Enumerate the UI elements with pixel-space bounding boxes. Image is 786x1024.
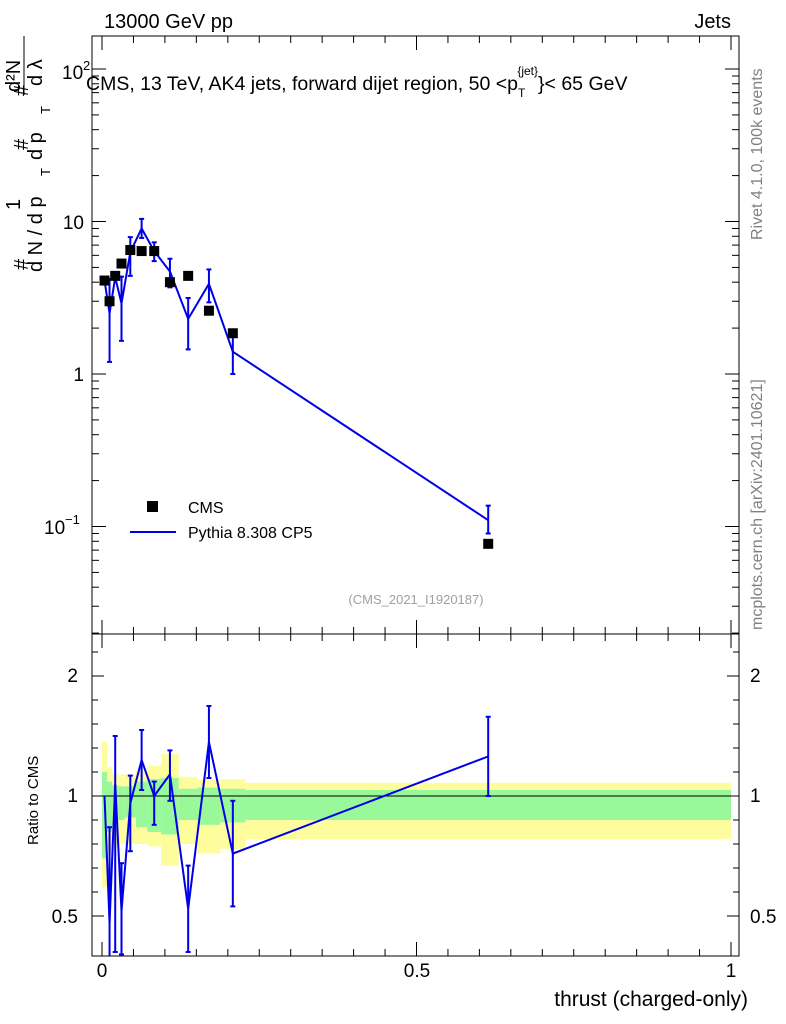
ylabel-dlambda: d λ bbox=[25, 59, 47, 86]
mc-line bbox=[103, 226, 489, 522]
ylabel-frac-2: d p bbox=[25, 132, 47, 160]
svg-text:2: 2 bbox=[83, 58, 90, 73]
data-point-9 bbox=[203, 305, 214, 316]
analysis-watermark: (CMS_2021_I1920187) bbox=[348, 592, 483, 607]
x-tick-label-0: 0 bbox=[97, 961, 108, 982]
ratio-tick-label-1-right: 1 bbox=[750, 786, 761, 807]
header-right: Jets bbox=[694, 11, 731, 33]
svg-text:CMS, 13 TeV, AK4 jets, forward: CMS, 13 TeV, AK4 jets, forward dijet reg… bbox=[86, 64, 627, 100]
ylabel-hash-3: # bbox=[11, 84, 33, 96]
svg-text:−1: −1 bbox=[65, 512, 80, 527]
ratio-tick-label-2-right: 2 bbox=[750, 666, 761, 687]
ylabel-frac-1: d N / d p bbox=[25, 196, 47, 272]
title-sup: {jet} bbox=[517, 64, 538, 78]
band-inner-3 bbox=[118, 786, 125, 820]
data-series bbox=[99, 245, 494, 549]
y-tick-label-1e2: 10 2 bbox=[62, 58, 90, 84]
ratio-panel-frame bbox=[91, 633, 740, 957]
uncertainty-bands bbox=[102, 742, 732, 888]
x-axis-label: thrust (charged-only) bbox=[554, 988, 748, 1011]
data-point-3 bbox=[116, 258, 127, 269]
main-axis bbox=[92, 36, 739, 956]
ylabel-d2n: d²N bbox=[3, 60, 25, 92]
y-axis-label: # 1 d N / d p T # d p T # d λ d²N bbox=[3, 59, 53, 272]
data-point-1 bbox=[104, 296, 115, 307]
header-left: 13000 GeV pp bbox=[104, 11, 233, 33]
band-inner-8 bbox=[178, 788, 198, 820]
y-tick-label-1e-1: 10 −1 bbox=[44, 512, 80, 539]
chart-title: CMS, 13 TeV, AK4 jets, forward dijet reg… bbox=[86, 64, 627, 100]
ratio-axis bbox=[92, 651, 739, 917]
mcplots-label: mcplots.cern.ch [arXiv:2401.10621] bbox=[749, 379, 766, 630]
x-tick-label-05: 0.5 bbox=[404, 961, 430, 982]
ratio-tick-label-1-left: 1 bbox=[67, 786, 78, 807]
ratio-tick-label-05-right: 0.5 bbox=[750, 907, 776, 928]
data-point-6 bbox=[149, 246, 160, 257]
ratio-mc-series bbox=[103, 705, 491, 956]
data-point-8 bbox=[183, 270, 194, 281]
ylabel-one: 1 bbox=[3, 199, 25, 210]
data-point-10 bbox=[227, 328, 238, 339]
ylabel-hash-2: # bbox=[11, 138, 33, 150]
band-inner-1 bbox=[107, 781, 113, 832]
ylabel-hash-1: # bbox=[11, 258, 33, 270]
title-sub: T bbox=[518, 86, 526, 100]
ratio-y-label: Ratio to CMS bbox=[25, 756, 42, 845]
data-point-11 bbox=[483, 538, 494, 549]
rivet-label: Rivet 4.1.0, 100k events bbox=[749, 68, 766, 240]
ylabel-sub-1: T bbox=[38, 168, 53, 176]
data-point-2 bbox=[110, 270, 121, 281]
svg-text:10: 10 bbox=[62, 63, 83, 84]
band-inner-7 bbox=[161, 778, 179, 835]
ratio-tick-label-05-left: 0.5 bbox=[52, 907, 78, 928]
legend-label-cms: CMS bbox=[188, 500, 224, 517]
data-point-5 bbox=[136, 246, 147, 257]
ylabel-sub-2: T bbox=[38, 106, 53, 114]
data-point-4 bbox=[125, 245, 136, 256]
title-lead: CMS, 13 TeV, AK4 jets, forward dijet reg… bbox=[86, 73, 518, 95]
ratio-tick-label-2-left: 2 bbox=[67, 666, 78, 687]
svg-text:10: 10 bbox=[44, 518, 65, 539]
data-point-0 bbox=[99, 275, 110, 286]
band-inner-5 bbox=[135, 781, 148, 828]
legend: CMS Pythia 8.308 CP5 bbox=[130, 500, 313, 542]
y-tick-label-1: 1 bbox=[73, 365, 84, 386]
data-point-7 bbox=[164, 277, 175, 288]
legend-marker-cms bbox=[147, 501, 158, 512]
mc-series bbox=[103, 217, 491, 535]
legend-label-pythia: Pythia 8.308 CP5 bbox=[188, 525, 313, 542]
band-inner-9 bbox=[197, 787, 221, 825]
x-tick-label-1: 1 bbox=[726, 961, 737, 982]
y-tick-label-10: 10 bbox=[63, 213, 84, 234]
title-tail: }< 65 GeV bbox=[538, 73, 627, 95]
